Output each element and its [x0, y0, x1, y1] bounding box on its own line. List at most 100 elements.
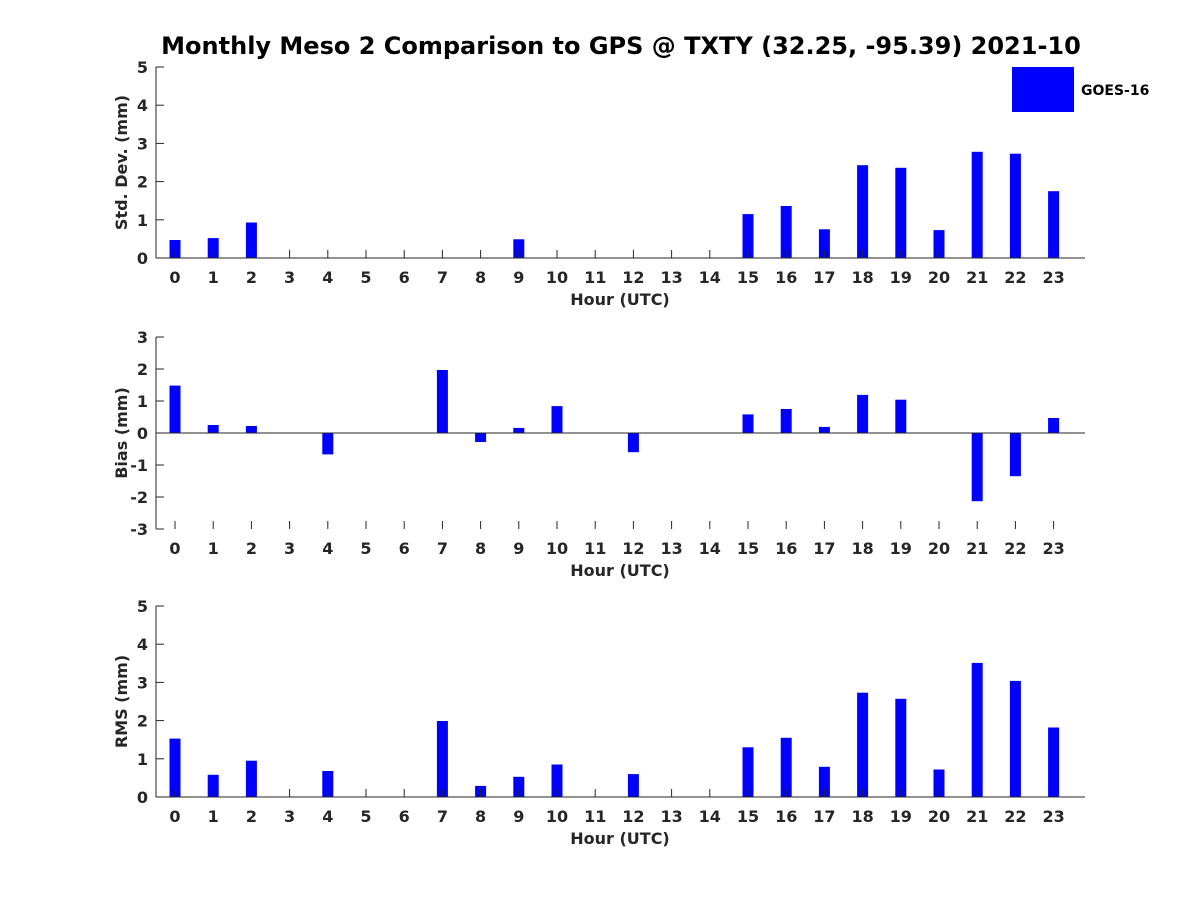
bar-hour-17 — [818, 426, 830, 433]
y-tick-label: 2 — [137, 360, 148, 379]
x-tick-label: 17 — [813, 539, 835, 558]
x-tick-label: 9 — [513, 539, 524, 558]
x-tick-label: 8 — [475, 268, 486, 287]
y-tick-label: 2 — [137, 173, 148, 192]
x-tick-label: 16 — [775, 268, 797, 287]
bar-hour-2 — [245, 426, 257, 433]
bar-hour-22 — [1009, 680, 1021, 797]
x-tick-label: 14 — [699, 807, 721, 826]
x-tick-label: 14 — [699, 268, 721, 287]
bar-hour-18 — [857, 692, 869, 797]
x-tick-label: 8 — [475, 807, 486, 826]
bar-hour-21 — [971, 433, 983, 502]
x-tick-label: 1 — [208, 539, 219, 558]
y-tick-label: 1 — [137, 392, 148, 411]
x-tick-label: 11 — [584, 268, 606, 287]
x-tick-label: 1 — [208, 807, 219, 826]
x-tick-label: 21 — [966, 268, 988, 287]
y-tick-label: -3 — [130, 520, 148, 539]
x-tick-label: 9 — [513, 268, 524, 287]
bar-hour-7 — [436, 721, 448, 797]
y-tick-label: 3 — [137, 673, 148, 692]
bar-hour-23 — [1048, 418, 1060, 433]
y-tick-label: 5 — [137, 597, 148, 616]
bar-hour-20 — [933, 230, 945, 258]
x-tick-label: 11 — [584, 539, 606, 558]
x-tick-label: 18 — [851, 807, 873, 826]
y-tick-label: 3 — [137, 134, 148, 153]
x-tick-label: 13 — [660, 539, 682, 558]
bar-hour-9 — [513, 239, 525, 258]
x-tick-label: 12 — [622, 268, 644, 287]
y-axis-label: Std. Dev. (mm) — [112, 95, 131, 230]
x-tick-label: 12 — [622, 539, 644, 558]
x-tick-label: 8 — [475, 539, 486, 558]
x-axis-label: Hour (UTC) — [570, 290, 670, 309]
legend-label: GOES-16 — [1081, 83, 1149, 99]
bar-hour-19 — [895, 167, 907, 258]
x-tick-label: 3 — [284, 539, 295, 558]
x-tick-label: 18 — [851, 268, 873, 287]
x-tick-label: 23 — [1042, 268, 1064, 287]
bar-hour-20 — [933, 769, 945, 797]
bar-hour-18 — [857, 165, 869, 258]
x-tick-label: 7 — [437, 807, 448, 826]
x-tick-label: 16 — [775, 539, 797, 558]
x-tick-label: 6 — [399, 268, 410, 287]
bar-hour-0 — [169, 385, 181, 433]
y-tick-label: 0 — [137, 424, 148, 443]
x-tick-label: 22 — [1004, 268, 1026, 287]
x-tick-label: 9 — [513, 807, 524, 826]
x-tick-label: 2 — [246, 807, 257, 826]
x-tick-label: 19 — [890, 268, 912, 287]
y-tick-label: 3 — [137, 328, 148, 347]
x-tick-label: 14 — [699, 539, 721, 558]
x-tick-label: 4 — [322, 807, 333, 826]
bar-hour-21 — [971, 662, 983, 797]
x-tick-label: 20 — [928, 268, 950, 287]
bar-hour-0 — [169, 240, 181, 258]
y-tick-label: 4 — [137, 96, 148, 115]
x-tick-label: 21 — [966, 807, 988, 826]
bar-hour-16 — [780, 737, 792, 797]
x-tick-label: 7 — [437, 539, 448, 558]
bar-hour-12 — [627, 433, 639, 453]
x-tick-label: 2 — [246, 539, 257, 558]
bar-hour-16 — [780, 409, 792, 433]
bar-hour-23 — [1048, 727, 1060, 797]
bar-hour-2 — [245, 760, 257, 797]
y-tick-label: 2 — [137, 712, 148, 731]
x-tick-label: 0 — [169, 539, 180, 558]
x-tick-label: 4 — [322, 268, 333, 287]
y-tick-label: -1 — [130, 456, 148, 475]
bar-hour-4 — [322, 433, 334, 455]
x-tick-label: 15 — [737, 268, 759, 287]
bar-hour-1 — [207, 774, 219, 797]
x-tick-label: 19 — [890, 539, 912, 558]
x-tick-label: 13 — [660, 807, 682, 826]
x-tick-label: 17 — [813, 268, 835, 287]
bar-hour-19 — [895, 698, 907, 797]
bar-hour-19 — [895, 399, 907, 433]
y-tick-label: 4 — [137, 635, 148, 654]
x-tick-label: 17 — [813, 807, 835, 826]
bar-hour-21 — [971, 151, 983, 258]
bar-hour-9 — [513, 427, 525, 433]
bar-hour-16 — [780, 206, 792, 258]
x-tick-label: 3 — [284, 268, 295, 287]
x-tick-label: 10 — [546, 807, 568, 826]
bar-hour-17 — [818, 766, 830, 797]
x-tick-label: 4 — [322, 539, 333, 558]
bar-hour-7 — [436, 370, 448, 433]
x-tick-label: 1 — [208, 268, 219, 287]
bar-hour-10 — [551, 764, 563, 797]
x-tick-label: 0 — [169, 268, 180, 287]
y-tick-label: 1 — [137, 750, 148, 769]
x-tick-label: 5 — [360, 268, 371, 287]
bar-hour-1 — [207, 238, 219, 258]
x-tick-label: 22 — [1004, 807, 1026, 826]
